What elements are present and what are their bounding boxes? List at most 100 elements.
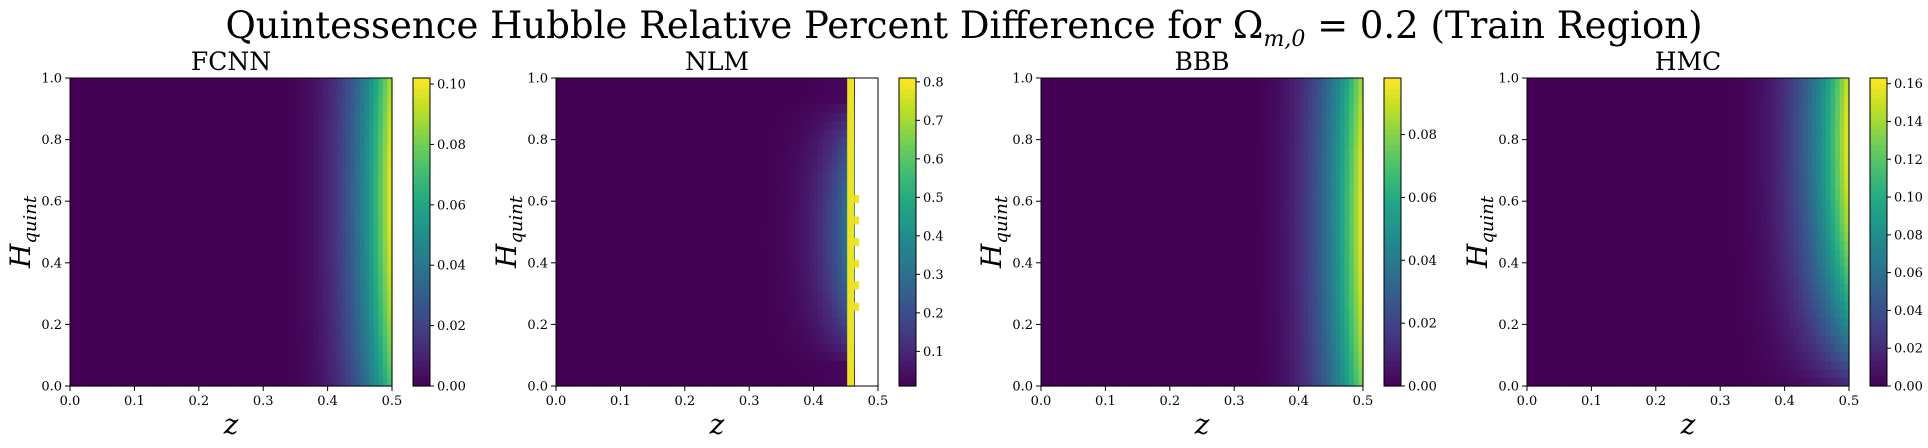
- heatmap-cell: [355, 309, 361, 319]
- heatmap-cell: [629, 155, 635, 165]
- heatmap-cell: [556, 232, 562, 242]
- heatmap-cell: [786, 78, 792, 88]
- heatmap-cell: [93, 240, 99, 250]
- heatmap-cell: [560, 360, 566, 370]
- heatmap-cell: [583, 155, 589, 165]
- heatmap-cell: [827, 257, 833, 267]
- heatmap-cell: [102, 214, 108, 225]
- heatmap-cell: [387, 291, 393, 302]
- heatmap-cell: [369, 274, 375, 284]
- heatmap-cell: [822, 95, 828, 105]
- heatmap-cell: [832, 291, 838, 302]
- heatmap-cell: [309, 326, 315, 336]
- heatmap-cell: [643, 172, 649, 182]
- heatmap-cell: [249, 360, 255, 370]
- heatmap-cell: [836, 163, 842, 173]
- heatmap-cell: [97, 257, 103, 267]
- heatmap-cell: [592, 240, 598, 250]
- heatmap-cell: [286, 103, 292, 113]
- heatmap-cell: [675, 189, 681, 199]
- heatmap-cell: [767, 189, 773, 199]
- heatmap-cell: [300, 360, 306, 370]
- heatmap-cell: [556, 283, 562, 293]
- heatmap-cell: [148, 274, 154, 284]
- heatmap-cell: [387, 103, 393, 113]
- heatmap-cell: [175, 291, 181, 302]
- heatmap-cell: [602, 317, 608, 327]
- heatmap-cell: [369, 86, 375, 96]
- heatmap-cell: [175, 172, 181, 182]
- heatmap-cell: [148, 112, 154, 122]
- heatmap-cell: [286, 137, 292, 148]
- heatmap-cell: [336, 189, 342, 199]
- heatmap-cell: [717, 95, 723, 105]
- heatmap-cell: [726, 309, 732, 319]
- heatmap-cell: [93, 249, 99, 259]
- heatmap-cell: [606, 351, 612, 361]
- heatmap-cell: [143, 266, 149, 276]
- heatmap-cell: [157, 155, 163, 165]
- heatmap-cell: [675, 334, 681, 344]
- heatmap-cell: [286, 343, 292, 353]
- heatmap-cell: [625, 360, 631, 370]
- heatmap-cell: [579, 103, 585, 113]
- heatmap-cell: [244, 206, 250, 216]
- heatmap-cell: [254, 351, 260, 361]
- heatmap-cell: [258, 214, 264, 225]
- heatmap-cell: [652, 266, 658, 276]
- heatmap-cell: [809, 214, 815, 225]
- heatmap-cell: [198, 326, 204, 336]
- heatmap-cell: [304, 95, 310, 105]
- heatmap-cell: [758, 86, 764, 96]
- heatmap-cell: [841, 300, 847, 310]
- heatmap-cell: [602, 274, 608, 284]
- heatmap-cell: [606, 137, 612, 148]
- heatmap-cell: [574, 214, 580, 225]
- heatmap-cell: [387, 326, 393, 336]
- heatmap-cell: [726, 180, 732, 190]
- heatmap-cell: [83, 377, 89, 387]
- heatmap-cell: [79, 120, 85, 130]
- heatmap-cell: [758, 257, 764, 267]
- heatmap-cell: [355, 266, 361, 276]
- heatmap-cell: [836, 274, 842, 284]
- heatmap-cell: [254, 257, 260, 267]
- heatmap-cell: [763, 155, 769, 165]
- heatmap-cell: [786, 155, 792, 165]
- heatmap-cell: [569, 223, 575, 233]
- heatmap-cell: [355, 232, 361, 242]
- heatmap-cell: [272, 249, 278, 259]
- heatmap-cell: [152, 326, 158, 336]
- heatmap-cell: [776, 274, 782, 284]
- heatmap-cell: [657, 163, 663, 173]
- heatmap-cell: [772, 343, 778, 353]
- heatmap-cell: [781, 300, 787, 310]
- heatmap-cell: [643, 377, 649, 387]
- heatmap-cell: [272, 137, 278, 148]
- heatmap-cell: [217, 232, 223, 242]
- heatmap-cell: [648, 189, 654, 199]
- heatmap-cell: [249, 351, 255, 361]
- heatmap-cell: [735, 214, 741, 225]
- heatmap-cell: [583, 189, 589, 199]
- heatmap-cell: [162, 155, 168, 165]
- heatmap-cell: [277, 120, 283, 130]
- heatmap-cell: [304, 240, 310, 250]
- heatmap-cell: [350, 137, 356, 148]
- heatmap-cell: [620, 103, 626, 113]
- colorbar-segment: [413, 98, 430, 105]
- heatmap-cell: [615, 351, 621, 361]
- heatmap-cell: [323, 274, 329, 284]
- heatmap-cell: [194, 266, 200, 276]
- heatmap-cell: [171, 155, 177, 165]
- heatmap-cell: [703, 180, 709, 190]
- heatmap-cell: [781, 95, 787, 105]
- heatmap-cell: [221, 300, 227, 310]
- heatmap-cell: [79, 317, 85, 327]
- heatmap-cell: [786, 95, 792, 105]
- heatmap-cell: [359, 120, 365, 130]
- heatmap-cell: [134, 343, 140, 353]
- heatmap-cell: [781, 189, 787, 199]
- heatmap-cell: [364, 257, 370, 267]
- heatmap-cell: [157, 95, 163, 105]
